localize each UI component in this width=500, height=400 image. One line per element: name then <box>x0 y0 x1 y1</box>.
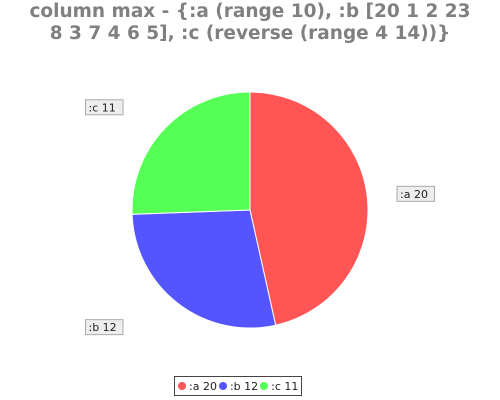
slice-label-box-b <box>85 319 124 336</box>
pie-slice-b <box>131 209 277 329</box>
legend-swatch-c <box>260 382 269 390</box>
chart-title: column max - {:a (range 10), :b [20 1 2 … <box>0 1 500 45</box>
legend-swatch-b <box>218 382 227 390</box>
chart-legend: :a 20 :b 12 :c 11 <box>174 376 303 396</box>
pie-slice-a <box>249 91 369 326</box>
pie-slice-c <box>131 91 251 215</box>
legend-label-b: :b 12 <box>229 379 259 393</box>
slice-label-box-c <box>85 99 124 116</box>
slice-label-a: :a 20 <box>400 188 428 201</box>
slice-label-connector-b <box>123 307 175 328</box>
chart-title-line-1: column max - {:a (range 10), :b [20 1 2 … <box>29 1 471 22</box>
legend-label-a: :a 20 <box>189 379 217 393</box>
slice-label-connector-a <box>371 194 397 197</box>
legend-item-b: :b 12 <box>218 379 259 393</box>
legend-label-c: :c 11 <box>271 379 299 393</box>
legend-item-c: :c 11 <box>260 380 298 393</box>
slice-label-b: :b 12 <box>89 321 117 334</box>
chart-title-line-2: 8 3 7 4 6 5], :c (reverse (range 4 14))} <box>49 23 451 44</box>
slice-label-c: :c 11 <box>89 101 116 114</box>
slice-label-connector-c <box>123 107 162 125</box>
slice-label-box-a <box>396 185 435 202</box>
legend-swatch-a <box>178 382 186 390</box>
legend-item-a: :a 20 <box>178 380 217 393</box>
